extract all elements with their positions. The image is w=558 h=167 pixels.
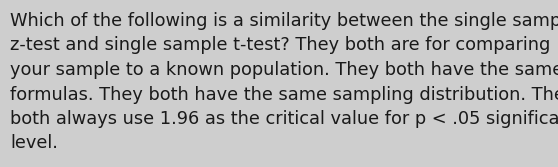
Text: your sample to a known population. They both have the same: your sample to a known population. They … [10, 61, 558, 79]
Text: level.: level. [10, 134, 58, 152]
Text: Which of the following is a similarity between the single sample: Which of the following is a similarity b… [10, 12, 558, 30]
Text: both always use 1.96 as the critical value for p < .05 significance: both always use 1.96 as the critical val… [10, 110, 558, 128]
Text: formulas. They both have the same sampling distribution. They: formulas. They both have the same sampli… [10, 86, 558, 104]
Text: z-test and single sample t-test? They both are for comparing: z-test and single sample t-test? They bo… [10, 37, 550, 54]
